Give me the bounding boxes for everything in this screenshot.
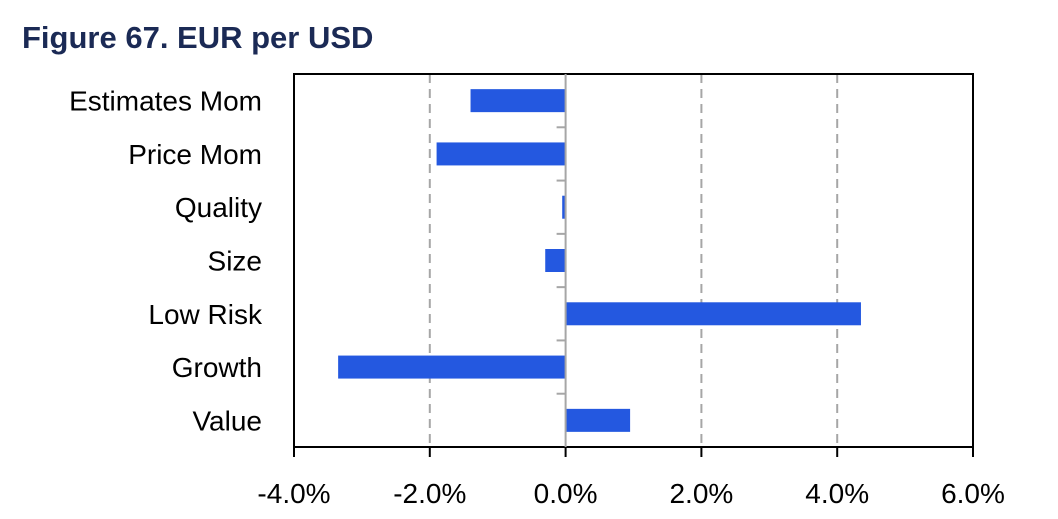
bar-growth	[338, 355, 566, 379]
tick-labels: -4.0% -2.0% 0.0% 2.0% 4.0% 6.0%	[257, 478, 1004, 509]
bar-size	[545, 249, 566, 272]
bar-low-risk	[565, 302, 861, 326]
category-label: Size	[208, 246, 262, 277]
plot-border	[293, 73, 974, 448]
category-label: Low Risk	[148, 299, 263, 330]
x-tick-label: 6.0%	[941, 478, 1005, 509]
gridlines	[428, 74, 839, 447]
category-label: Value	[192, 405, 262, 436]
bars	[338, 89, 861, 432]
x-tick-label: 0.0%	[534, 478, 598, 509]
x-tick-label: 4.0%	[805, 478, 869, 509]
bar-quality	[562, 195, 566, 219]
category-label: Quality	[175, 192, 262, 223]
bar-price-mom	[436, 142, 566, 166]
x-tick-label: 2.0%	[669, 478, 733, 509]
bar-value	[565, 408, 631, 432]
bar-estimates-mom	[470, 89, 566, 113]
category-label: Price Mom	[128, 139, 262, 170]
category-labels: Estimates Mom Price Mom Quality Size Low Ris…	[69, 86, 263, 437]
category-label: Estimates Mom	[69, 86, 262, 117]
x-tick-label: -4.0%	[257, 478, 330, 509]
category-label: Growth	[172, 352, 262, 383]
x-tick-label: -2.0%	[393, 478, 466, 509]
chart-title: Figure 67. EUR per USD	[22, 20, 374, 55]
axes	[293, 73, 974, 457]
